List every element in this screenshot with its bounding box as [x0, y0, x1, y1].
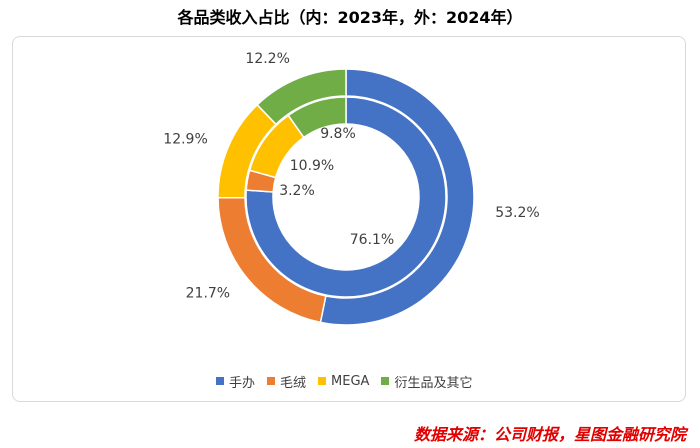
inner-ring-label-0: 76.1% [350, 232, 394, 248]
inner-ring-slice-0 [245, 96, 447, 298]
inner-ring-label-3: 9.8% [320, 126, 356, 142]
legend-swatch [318, 377, 327, 385]
outer-ring-slice-0 [319, 68, 475, 326]
legend-item: 衍生品及其它 [381, 372, 472, 391]
inner-ring-label-2: 10.9% [290, 158, 334, 174]
legend-item: 手办 [216, 372, 255, 391]
legend-item: 毛绒 [267, 372, 306, 391]
legend-swatch [267, 377, 276, 385]
chart-legend: 手办 毛绒 MEGA 衍生品及其它 [216, 372, 484, 391]
chart-title: 各品类收入占比（内：2023年，外：2024年） [177, 8, 523, 27]
source-note: 数据来源：公司财报，星图金融研究院 [413, 425, 686, 444]
outer-ring-label-3: 12.2% [245, 51, 289, 67]
chart-frame [12, 36, 686, 402]
outer-ring-label-2: 12.9% [163, 132, 207, 148]
legend-label: 衍生品及其它 [394, 375, 473, 391]
legend-label: 手办 [229, 375, 256, 391]
legend-item: MEGA [318, 374, 369, 389]
outer-ring-slice-3 [256, 68, 347, 126]
inner-ring-label-1: 3.2% [279, 183, 315, 199]
outer-ring-label-1: 21.7% [186, 285, 230, 301]
outer-ring-label-0: 53.2% [495, 205, 539, 221]
inner-ring-slice-3 [287, 96, 347, 139]
legend-label: MEGA [331, 373, 370, 389]
legend-swatch [381, 377, 390, 385]
legend-swatch [216, 377, 224, 385]
legend-label: 毛绒 [280, 375, 307, 391]
